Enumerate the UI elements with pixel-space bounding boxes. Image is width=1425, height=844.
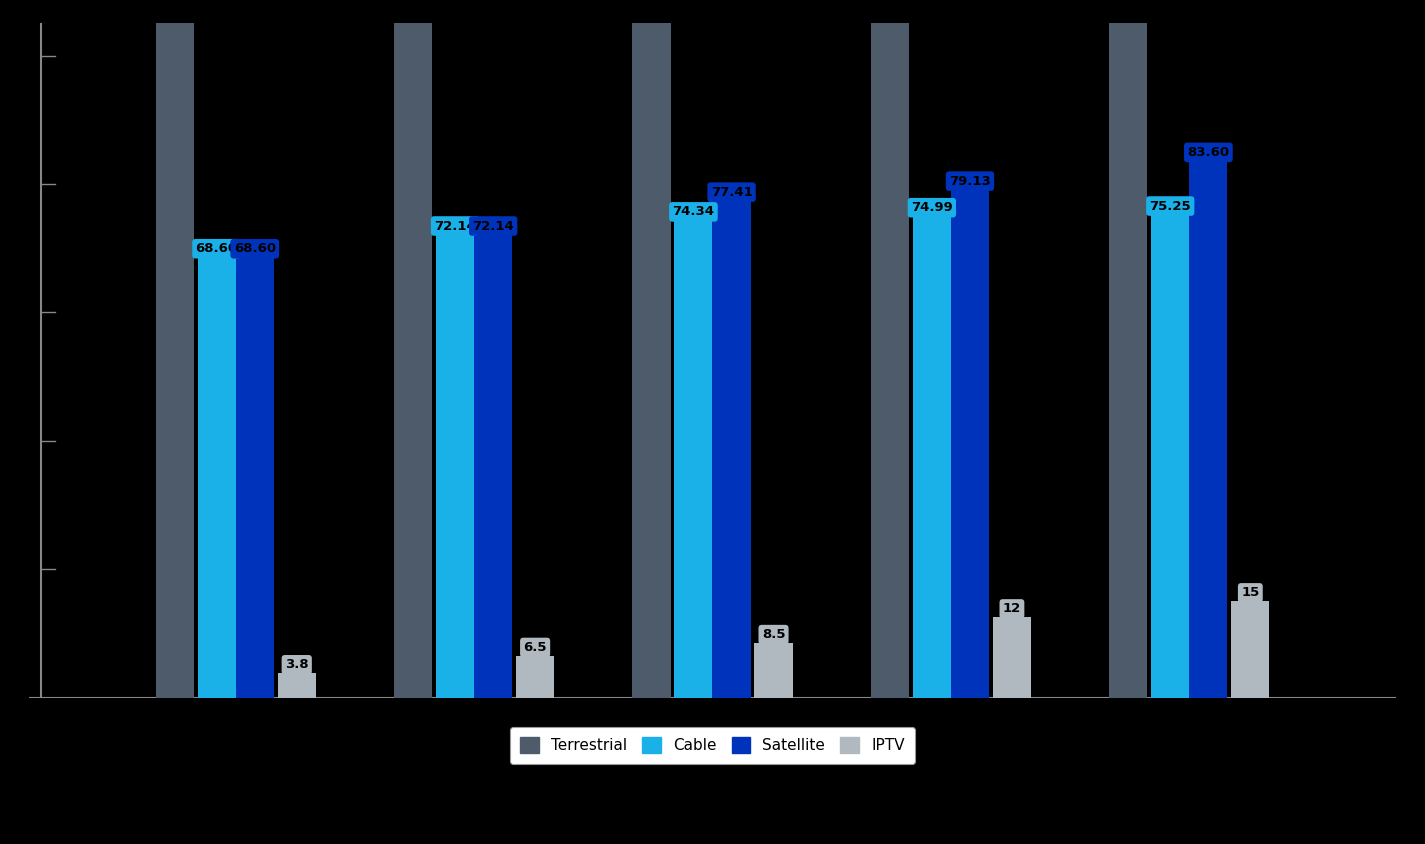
Text: 79.13: 79.13 xyxy=(949,175,990,187)
Bar xyxy=(155,0,194,698)
Legend: Terrestrial, Cable, Satellite, IPTV: Terrestrial, Cable, Satellite, IPTV xyxy=(510,727,915,764)
Text: 68.60: 68.60 xyxy=(195,242,238,255)
Bar xyxy=(913,216,950,698)
Bar xyxy=(393,0,432,698)
Text: 77.41: 77.41 xyxy=(711,186,752,198)
Bar xyxy=(1231,601,1270,698)
Bar xyxy=(754,643,792,698)
Bar xyxy=(950,190,989,698)
Text: 3.8: 3.8 xyxy=(285,658,309,671)
Text: 72.14: 72.14 xyxy=(435,219,476,232)
Bar xyxy=(1109,0,1147,698)
Bar xyxy=(712,201,751,698)
Text: 72.14: 72.14 xyxy=(472,219,514,232)
Text: 15: 15 xyxy=(1241,587,1260,599)
Bar xyxy=(516,656,554,698)
Bar xyxy=(674,220,712,698)
Bar xyxy=(436,235,475,698)
Bar xyxy=(1151,214,1190,698)
Bar xyxy=(633,0,671,698)
Bar xyxy=(993,617,1032,698)
Text: 8.5: 8.5 xyxy=(762,628,785,641)
Text: 75.25: 75.25 xyxy=(1150,199,1191,213)
Bar xyxy=(475,235,512,698)
Text: 74.99: 74.99 xyxy=(911,201,953,214)
Text: 83.60: 83.60 xyxy=(1187,146,1230,159)
Bar xyxy=(871,0,909,698)
Bar xyxy=(1190,161,1227,698)
Bar xyxy=(235,257,274,698)
Text: 6.5: 6.5 xyxy=(523,641,547,654)
Text: 74.34: 74.34 xyxy=(673,205,714,219)
Bar xyxy=(198,257,235,698)
Bar xyxy=(278,674,316,698)
Text: 12: 12 xyxy=(1003,603,1022,615)
Text: 68.60: 68.60 xyxy=(234,242,276,255)
